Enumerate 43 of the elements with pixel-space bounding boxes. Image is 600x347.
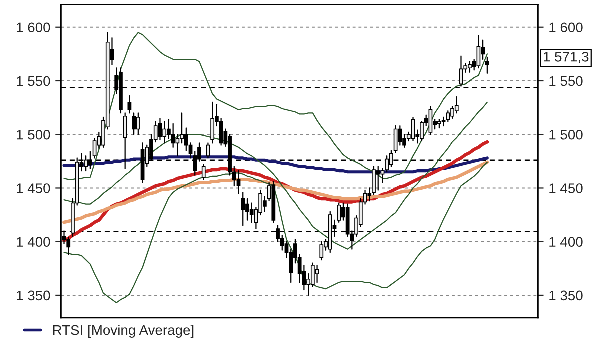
line-series xyxy=(64,102,488,250)
text: 1 400 xyxy=(550,237,583,248)
y-tick-label: 1 600 xyxy=(17,22,50,33)
candlestick xyxy=(428,106,433,136)
line-series xyxy=(64,162,488,304)
candlestick xyxy=(368,188,372,202)
candlestick xyxy=(476,35,481,69)
text: 1 600 xyxy=(550,22,583,33)
candlestick xyxy=(128,95,132,114)
line-series xyxy=(62,160,490,224)
text: 1 500 xyxy=(550,130,583,140)
candlestick xyxy=(315,264,320,284)
candlestick xyxy=(219,118,224,146)
text: 1 350 xyxy=(550,290,583,301)
candlestick xyxy=(446,110,450,122)
candlestick xyxy=(411,116,416,142)
y-tick-label: 1 450 xyxy=(17,184,50,194)
candlestick xyxy=(202,164,206,180)
candlestick xyxy=(241,192,246,226)
text: 1 450 xyxy=(550,184,583,194)
candlestick xyxy=(210,102,215,144)
candlestick xyxy=(454,96,459,114)
y-tick-label: 1 500 xyxy=(17,130,50,140)
candlestick xyxy=(123,112,128,170)
candlestick xyxy=(250,202,254,224)
candlestick xyxy=(485,56,490,74)
text: 1 571,3 xyxy=(544,52,589,64)
candlestick xyxy=(92,138,97,159)
candlestick xyxy=(310,262,315,288)
y-tick-label: 1 350 xyxy=(17,290,50,301)
candlestick xyxy=(394,125,398,154)
candlestick xyxy=(206,142,210,159)
candlestick xyxy=(162,121,167,144)
y-tick-label: 1 400 xyxy=(17,237,50,248)
y-tick-label: 1 550 xyxy=(17,76,50,86)
candlestick xyxy=(320,241,324,261)
legend-label: RTSI [Moving Average] xyxy=(53,325,194,338)
text: 1 550 xyxy=(550,76,583,86)
candlestick xyxy=(158,118,162,141)
candlestick xyxy=(136,112,140,136)
candlestick xyxy=(376,166,380,191)
candlestick xyxy=(176,134,180,157)
candlestick xyxy=(236,170,241,194)
